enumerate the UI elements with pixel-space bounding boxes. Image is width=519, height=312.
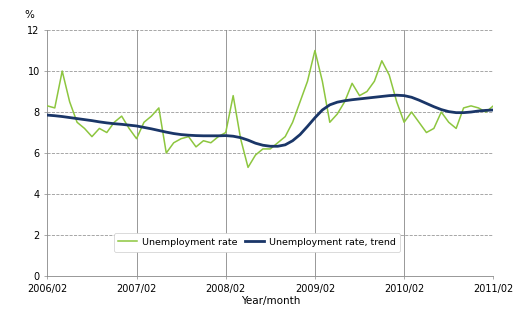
Unemployment rate, trend — [200, 134, 207, 138]
Unemployment rate, trend — [393, 93, 400, 97]
Unemployment rate — [44, 104, 50, 108]
Line: Unemployment rate, trend: Unemployment rate, trend — [47, 95, 494, 146]
Unemployment rate, trend — [290, 139, 296, 143]
Unemployment rate — [133, 137, 140, 140]
Unemployment rate — [312, 49, 318, 52]
Y-axis label: %: % — [24, 10, 34, 20]
Unemployment rate, trend — [446, 110, 452, 114]
Line: Unemployment rate: Unemployment rate — [47, 51, 494, 167]
Unemployment rate — [245, 165, 251, 169]
Unemployment rate, trend — [44, 113, 50, 117]
Unemployment rate, trend — [490, 108, 497, 112]
X-axis label: Year/month: Year/month — [241, 296, 300, 306]
Unemployment rate — [446, 120, 452, 124]
Unemployment rate, trend — [267, 144, 274, 148]
Unemployment rate — [326, 120, 333, 124]
Unemployment rate — [200, 139, 207, 143]
Unemployment rate — [148, 114, 155, 118]
Unemployment rate, trend — [133, 124, 140, 128]
Legend: Unemployment rate, Unemployment rate, trend: Unemployment rate, Unemployment rate, tr… — [114, 233, 400, 251]
Unemployment rate, trend — [148, 127, 155, 131]
Unemployment rate — [290, 120, 296, 124]
Unemployment rate — [490, 104, 497, 108]
Unemployment rate, trend — [319, 108, 325, 112]
